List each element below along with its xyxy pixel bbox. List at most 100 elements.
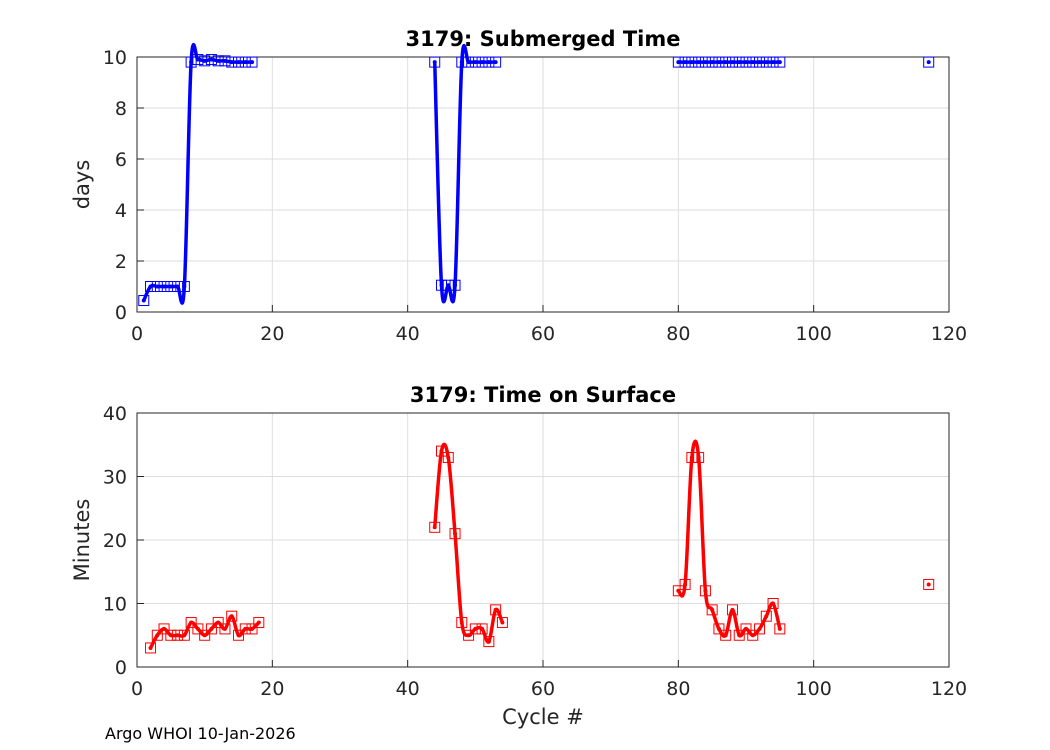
data-point-dot [222, 58, 227, 63]
data-point-dot [744, 626, 748, 631]
data-point-dot [771, 601, 776, 606]
footer-credit: Argo WHOI 10-Jan-2026 [105, 724, 296, 743]
data-point-dot [730, 607, 735, 612]
y-tick-label: 20 [103, 530, 127, 552]
data-point-dot [757, 60, 762, 65]
data-point-dot [696, 60, 701, 65]
data-point-dot [216, 620, 221, 625]
data-point-dot [229, 614, 234, 619]
data-point-marker [463, 629, 475, 641]
x-tick-label: 20 [260, 678, 284, 700]
y-axis-label: Minutes [70, 499, 94, 582]
data-point-dot [777, 626, 782, 631]
data-point-marker [740, 623, 752, 635]
data-point-marker [233, 629, 244, 641]
data-point-marker [429, 521, 441, 533]
data-point-marker [212, 617, 224, 629]
x-tick-label: 0 [131, 678, 143, 700]
data-point-marker [713, 623, 725, 635]
data-point-dot [473, 60, 478, 65]
data-point-dot [195, 57, 200, 62]
data-point-marker [496, 617, 508, 629]
data-point-dot [480, 626, 485, 631]
data-point-marker [699, 585, 711, 597]
data-point-marker [185, 56, 197, 68]
data-point-dot [148, 645, 153, 650]
data-point-dot [236, 60, 241, 65]
data-point-marker [483, 636, 495, 648]
data-point-marker [490, 56, 502, 68]
data-point-dot [737, 633, 742, 638]
data-point-dot [222, 626, 227, 631]
y-tick-label: 10 [103, 594, 127, 616]
y-tick-label: 0 [115, 657, 127, 679]
data-point-dot [683, 582, 688, 587]
data-point-dot [148, 284, 153, 289]
data-point-marker [767, 598, 779, 609]
data-point-marker [774, 56, 786, 68]
data-point-dot [493, 60, 498, 65]
y-tick-label: 40 [103, 403, 127, 425]
data-point-marker [199, 629, 211, 641]
data-point-marker [199, 55, 211, 67]
data-point-dot [155, 633, 160, 638]
data-point-dot [250, 60, 255, 65]
data-point-dot [162, 626, 167, 631]
data-point-marker [706, 604, 718, 616]
data-point-marker [145, 642, 157, 654]
data-point-dot [676, 588, 681, 593]
y-axis-label: days [70, 160, 94, 210]
data-point-dot [750, 633, 755, 638]
data-point-dot [703, 588, 708, 593]
data-point-marker [923, 56, 935, 68]
data-point-dot [716, 60, 721, 65]
data-point-marker [219, 623, 231, 635]
y-tick-label: 6 [115, 149, 127, 171]
data-point-marker [774, 623, 786, 635]
data-point-dot [209, 57, 214, 62]
y-tick-label: 2 [115, 251, 127, 273]
data-point-dot [175, 284, 180, 289]
data-point-marker [178, 281, 190, 292]
data-point-marker [760, 610, 772, 622]
data-point-dot [473, 626, 478, 631]
data-point-dot [689, 455, 694, 460]
data-point-marker [436, 445, 447, 457]
data-point-dot [744, 60, 748, 65]
x-tick-label: 40 [396, 678, 420, 700]
data-point-marker [178, 629, 190, 641]
data-point-dot [446, 283, 451, 288]
data-point-marker [754, 623, 766, 635]
data-point-dot [189, 620, 194, 625]
data-point-dot [439, 449, 444, 454]
x-tick-label: 80 [666, 323, 690, 345]
data-point-dot [216, 58, 221, 63]
data-point-dot [493, 607, 498, 612]
y-tick-label: 0 [115, 302, 127, 324]
data-point-dot [486, 60, 491, 65]
data-point-dot [182, 633, 187, 638]
x-tick-label: 100 [796, 678, 832, 700]
data-point-dot [926, 582, 931, 587]
data-point-marker [205, 54, 217, 66]
series-line [432, 43, 496, 304]
x-tick-label: 120 [931, 678, 967, 700]
data-point-marker [138, 295, 150, 307]
data-point-marker [442, 451, 454, 463]
data-point-dot [777, 60, 782, 65]
data-point-dot [141, 298, 146, 303]
x-tick-label: 40 [396, 323, 420, 345]
y-tick-label: 4 [115, 200, 127, 222]
x-tick-label: 60 [531, 678, 555, 700]
chart-submerged-time: 3179: Submerged Time 0 20 40 60 80 100 120 0 2 4 6… [70, 27, 967, 345]
data-point-marker [747, 629, 759, 641]
data-point-dot [750, 60, 755, 65]
y-tick-label: 10 [103, 47, 127, 69]
data-point-dot [202, 58, 207, 63]
data-point-dot [432, 525, 437, 530]
data-point-marker [192, 623, 204, 635]
data-point-marker [456, 617, 468, 629]
data-point-dot [703, 60, 708, 65]
chart-title: 3179: Submerged Time [405, 27, 680, 51]
